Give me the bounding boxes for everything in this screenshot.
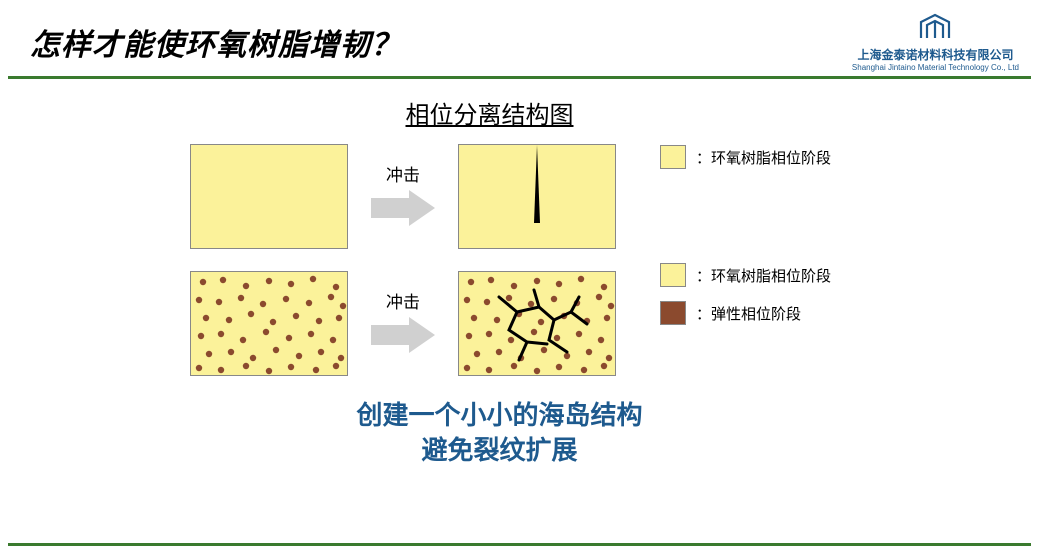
legend-label: ：弹性相位阶段 — [696, 303, 801, 324]
content-area: 相位分离结构图 冲击 ：环氧树脂相位阶段 冲击 — [0, 79, 1039, 468]
sample-before-plain — [190, 144, 348, 249]
legend-label: ：环氧树脂相位阶段 — [696, 265, 831, 286]
arrow-col-2: 冲击 — [348, 288, 458, 360]
diagram-row-2: 冲击 — [190, 271, 1039, 376]
crack-branched-icon — [459, 272, 616, 376]
legend-swatch-rubber — [660, 301, 686, 325]
sample-after-dotted-cracked — [458, 271, 616, 376]
legend-swatch-epoxy — [660, 263, 686, 287]
sample-before-dotted — [190, 271, 348, 376]
diagram-row-1: 冲击 — [190, 144, 1039, 249]
legend-item: ：弹性相位阶段 — [660, 301, 831, 325]
company-name-cn: 上海金泰诺材料科技有限公司 — [852, 46, 1019, 63]
footer-divider — [8, 543, 1031, 546]
legend-swatch-epoxy — [660, 145, 686, 169]
legend-label: ：环氧树脂相位阶段 — [696, 147, 831, 168]
conclusion-line2: 避免裂纹扩展 — [0, 433, 999, 468]
arrow-label-1: 冲击 — [348, 161, 458, 186]
legend-row1: ：环氧树脂相位阶段 — [660, 145, 831, 183]
sample-after-plain-cracked — [458, 144, 616, 249]
header: 怎样才能使环氧树脂增韧？ 上海金泰诺材料科技有限公司 Shanghai Jint… — [0, 0, 1039, 72]
legend-row2: ：环氧树脂相位阶段 ：弹性相位阶段 — [660, 263, 831, 339]
logo-area: 上海金泰诺材料科技有限公司 Shanghai Jintaino Material… — [852, 12, 1019, 72]
legend-item: ：环氧树脂相位阶段 — [660, 145, 831, 169]
arrow-icon — [367, 188, 439, 228]
diagram-subtitle: 相位分离结构图 — [0, 95, 1039, 130]
arrow-icon — [367, 315, 439, 355]
arrow-label-2: 冲击 — [348, 288, 458, 313]
company-logo-icon — [915, 12, 955, 44]
company-name-en: Shanghai Jintaino Material Technology Co… — [852, 63, 1019, 72]
conclusion-line1: 创建一个小小的海岛结构 — [0, 398, 999, 433]
arrow-col-1: 冲击 — [348, 161, 458, 233]
dots-pattern-icon — [191, 272, 348, 376]
legend-item: ：环氧树脂相位阶段 — [660, 263, 831, 287]
conclusion-text: 创建一个小小的海岛结构 避免裂纹扩展 — [0, 398, 1039, 468]
crack-vertical-icon — [532, 145, 542, 223]
